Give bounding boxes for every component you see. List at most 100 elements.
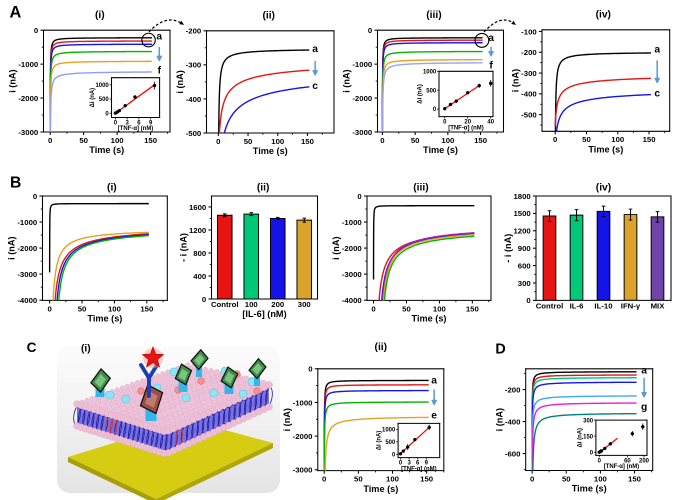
svg-text:-100: -100 (521, 27, 537, 36)
svg-text:-3000: -3000 (342, 270, 362, 279)
svg-text:300: 300 (298, 300, 311, 309)
svg-text:50: 50 (402, 304, 411, 313)
svg-text:3: 3 (125, 121, 129, 127)
svg-text:100: 100 (271, 137, 284, 146)
svg-text:a: a (312, 44, 318, 55)
svg-text:i (nA): i (nA) (494, 408, 504, 431)
svg-text:400: 400 (193, 272, 206, 281)
svg-text:B: B (10, 175, 21, 192)
svg-text:0: 0 (399, 461, 403, 467)
svg-text:0: 0 (357, 192, 361, 201)
svg-text:60: 60 (624, 459, 631, 465)
svg-text:-600: -600 (505, 449, 521, 458)
svg-text:100: 100 (441, 136, 454, 145)
svg-text:200: 200 (271, 300, 284, 309)
svg-text:f: f (158, 66, 162, 77)
svg-text:(iii): (iii) (426, 10, 441, 21)
svg-text:900: 900 (518, 244, 531, 253)
svg-text:IL-10: IL-10 (594, 301, 612, 310)
svg-text:-200: -200 (521, 48, 537, 57)
svg-text:-300: -300 (521, 69, 537, 78)
svg-text:100: 100 (611, 135, 624, 144)
svg-text:-1000: -1000 (352, 60, 372, 69)
svg-text:150: 150 (474, 136, 487, 145)
svg-text:0: 0 (553, 135, 557, 144)
svg-text:Control: Control (536, 301, 564, 310)
svg-text:f: f (489, 61, 493, 72)
svg-text:150: 150 (301, 137, 314, 146)
svg-text:-1000: -1000 (342, 218, 362, 227)
svg-text:0: 0 (322, 475, 326, 484)
svg-text:(i): (i) (95, 10, 105, 21)
svg-text:- i (nA): - i (nA) (178, 233, 188, 262)
svg-text:0: 0 (392, 452, 396, 458)
svg-text:e: e (431, 411, 437, 422)
svg-text:150: 150 (628, 474, 641, 483)
svg-text:- i (nA): - i (nA) (503, 234, 513, 263)
svg-text:40: 40 (487, 120, 494, 126)
svg-text:-500: -500 (521, 110, 537, 119)
svg-text:a: a (654, 44, 660, 55)
svg-text:c: c (312, 81, 318, 92)
svg-text:-400: -400 (186, 95, 202, 104)
svg-text:150: 150 (420, 475, 433, 484)
svg-text:100: 100 (386, 475, 399, 484)
svg-text:a: a (641, 365, 647, 376)
svg-text:-3000: -3000 (18, 128, 38, 137)
svg-text:Time (s): Time (s) (572, 484, 607, 494)
svg-text:Time (s): Time (s) (412, 314, 447, 324)
svg-text:0: 0 (590, 450, 594, 456)
svg-text:0: 0 (598, 459, 602, 465)
svg-text:0: 0 (530, 474, 534, 483)
svg-text:50: 50 (582, 135, 591, 144)
svg-text:-400: -400 (505, 417, 521, 426)
svg-text:i (nA): i (nA) (331, 236, 341, 259)
svg-text:Time (s): Time (s) (89, 145, 124, 155)
svg-text:a: a (156, 31, 162, 42)
svg-text:20: 20 (464, 120, 471, 126)
svg-text:150: 150 (466, 304, 479, 313)
svg-text:1800: 1800 (513, 192, 530, 201)
svg-text:IFN-γ: IFN-γ (621, 301, 641, 310)
svg-text:3: 3 (407, 461, 411, 467)
svg-text:50: 50 (411, 136, 420, 145)
svg-text:-1000: -1000 (17, 218, 37, 227)
svg-text:1600: 1600 (189, 203, 206, 212)
svg-text:i (nA): i (nA) (7, 236, 17, 259)
svg-text:i (nA): i (nA) (8, 69, 18, 92)
svg-text:g: g (641, 402, 647, 413)
svg-text:a: a (488, 33, 494, 44)
svg-text:0: 0 (34, 26, 38, 35)
svg-text:[IL-6] (nM): [IL-6] (nM) (242, 309, 286, 319)
svg-text:1200: 1200 (513, 227, 530, 236)
svg-text:[TNF-α] (nM): [TNF-α] (nM) (401, 466, 436, 472)
svg-text:150: 150 (583, 434, 594, 440)
svg-text:0: 0 (105, 111, 109, 117)
svg-text:9: 9 (149, 121, 153, 127)
svg-text:0: 0 (202, 295, 206, 304)
svg-text:(i): (i) (81, 343, 91, 354)
svg-text:200: 200 (639, 459, 650, 465)
svg-text:0: 0 (368, 26, 372, 35)
svg-text:500: 500 (385, 440, 396, 446)
svg-text:1000: 1000 (423, 69, 437, 75)
svg-text:[TNF-α] (nM): [TNF-α] (nM) (448, 125, 484, 131)
svg-text:150: 150 (643, 135, 656, 144)
svg-text:-400: -400 (521, 90, 537, 99)
svg-text:6: 6 (416, 461, 420, 467)
svg-text:(iv): (iv) (596, 183, 611, 194)
svg-text:100: 100 (108, 304, 121, 313)
svg-text:0: 0 (48, 136, 52, 145)
svg-text:100: 100 (594, 474, 607, 483)
svg-text:500: 500 (426, 88, 437, 94)
svg-text:MIX: MIX (651, 301, 666, 310)
svg-text:Δi (nA): Δi (nA) (90, 88, 96, 108)
svg-text:0: 0 (114, 121, 118, 127)
svg-text:-2000: -2000 (18, 94, 38, 103)
svg-text:0: 0 (371, 304, 375, 313)
svg-text:-2000: -2000 (342, 244, 362, 253)
svg-text:50: 50 (354, 475, 363, 484)
svg-text:Time (s): Time (s) (588, 145, 623, 155)
svg-text:-2000: -2000 (17, 244, 37, 253)
svg-text:300: 300 (518, 279, 531, 288)
